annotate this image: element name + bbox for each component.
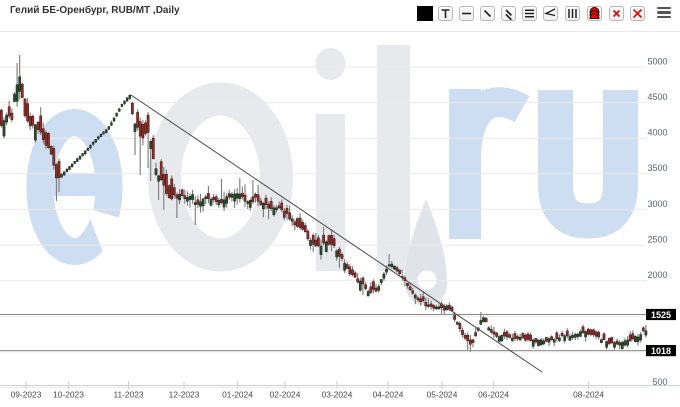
svg-text:12-2023: 12-2023 [169, 390, 200, 400]
svg-text:09-2023: 09-2023 [11, 390, 42, 400]
svg-text:500: 500 [652, 377, 667, 387]
svg-text:01-2024: 01-2024 [222, 390, 253, 400]
svg-text:2500: 2500 [647, 235, 667, 245]
svg-text:11-2023: 11-2023 [113, 390, 143, 400]
svg-text:06-2024: 06-2024 [478, 390, 509, 400]
svg-text:10-2023: 10-2023 [53, 390, 84, 400]
svg-text:5000: 5000 [647, 56, 667, 66]
svg-text:1525: 1525 [651, 310, 671, 320]
svg-text:04-2024: 04-2024 [373, 390, 404, 400]
svg-text:03-2024: 03-2024 [322, 390, 353, 400]
svg-text:1018: 1018 [651, 346, 671, 356]
svg-text:08-2024: 08-2024 [573, 390, 604, 400]
svg-text:05-2024: 05-2024 [427, 390, 458, 400]
svg-text:3000: 3000 [647, 199, 667, 209]
svg-text:4500: 4500 [647, 92, 667, 102]
svg-text:2000: 2000 [647, 270, 667, 280]
svg-text:4000: 4000 [647, 128, 667, 138]
svg-text:3500: 3500 [647, 163, 667, 173]
svg-text:02-2024: 02-2024 [270, 390, 301, 400]
